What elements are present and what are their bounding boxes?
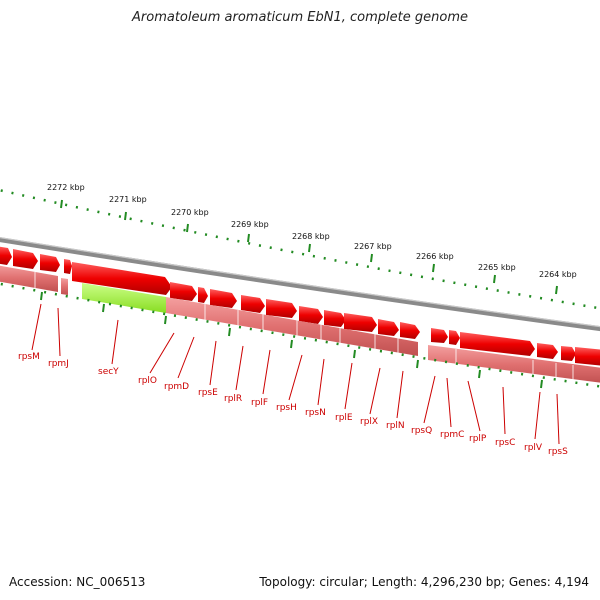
gene-arrow xyxy=(72,262,172,295)
ruler-label-2264: 2264 kbp xyxy=(539,270,577,279)
gene-arrow xyxy=(400,322,420,339)
gene-label-rpsS: rpsS xyxy=(548,447,568,457)
gene-arrow xyxy=(40,254,60,272)
gene-labels: rpsM rpmJ secY rplO rpmD rpsE rplR rplF … xyxy=(18,352,568,457)
gene-label-rpsQ: rpsQ xyxy=(411,426,432,436)
gene-label-rpsH: rpsH xyxy=(276,403,297,413)
gene-label-rplR: rplR xyxy=(224,394,242,404)
gene-label-rpmD: rpmD xyxy=(164,382,189,392)
gene-arrow xyxy=(537,343,558,359)
gene-arrow xyxy=(575,347,600,366)
ruler-label-2268: 2268 kbp xyxy=(292,232,330,241)
gene-arrow xyxy=(561,346,576,361)
gene-arrow xyxy=(170,282,197,301)
ruler-track xyxy=(0,188,600,310)
ruler-major-ticks xyxy=(60,199,558,295)
gene-arrow xyxy=(378,319,399,336)
gene-label-rplP: rplP xyxy=(469,434,487,444)
gene-arrow xyxy=(449,330,460,345)
accession-text: Accession: NC_006513 xyxy=(9,575,146,589)
gene-label-rplX: rplX xyxy=(360,417,378,427)
topology-text: Topology: circular; Length: 4,296,230 bp… xyxy=(259,575,589,589)
gene-arrow xyxy=(344,313,377,332)
ruler-label-2269: 2269 kbp xyxy=(231,220,269,229)
genome-backbone xyxy=(0,237,600,332)
gene-label-rplF: rplF xyxy=(251,398,268,408)
gene-label-rplE: rplE xyxy=(335,413,353,423)
gene-arrow xyxy=(241,295,265,313)
ruler-label-2266: 2266 kbp xyxy=(416,252,454,261)
gene-label-rpmJ: rpmJ xyxy=(48,359,69,369)
gene-label-rplN: rplN xyxy=(386,421,405,431)
map-title: Aromatoleum aromaticum EbN1, complete ge… xyxy=(132,10,468,25)
cds-band xyxy=(0,265,600,383)
gene-arrow xyxy=(266,299,297,318)
gene-arrow xyxy=(460,332,535,356)
ruler-label-2265: 2265 kbp xyxy=(478,263,516,272)
gene-arrow xyxy=(210,289,237,308)
ruler-label-2267: 2267 kbp xyxy=(354,242,392,251)
gene-label-secY: secY xyxy=(98,367,119,377)
gene-label-rplV: rplV xyxy=(524,443,543,453)
gene-label-rpsM: rpsM xyxy=(18,352,40,362)
gene-arrow xyxy=(0,246,12,265)
gene-label-rpsN: rpsN xyxy=(305,408,326,418)
gene-arrow xyxy=(64,259,72,274)
gene-label-rpsE: rpsE xyxy=(198,388,218,398)
cds-band-segment xyxy=(61,278,68,295)
gene-arrow xyxy=(198,287,208,303)
ruler-label-2272: 2272 kbp xyxy=(47,183,85,192)
gene-arrow xyxy=(324,310,346,327)
gene-arrow xyxy=(431,328,448,343)
gene-label-rpmC: rpmC xyxy=(440,430,464,440)
ruler-labels: 2272 kbp 2271 kbp 2270 kbp 2269 kbp 2268… xyxy=(47,183,577,279)
cds-band-segment xyxy=(0,265,58,292)
gene-label-rpsC: rpsC xyxy=(495,438,515,448)
gene-label-rplO: rplO xyxy=(138,376,157,386)
cds-band-segment xyxy=(166,297,418,356)
ruler-label-2270: 2270 kbp xyxy=(171,208,209,217)
gene-arrow xyxy=(299,306,323,324)
gene-leader-lines xyxy=(31,303,560,445)
gene-arrow xyxy=(13,249,38,269)
cds-band-secy xyxy=(82,283,166,313)
lower-ruler-track xyxy=(0,282,600,389)
gene-arrows xyxy=(0,246,600,366)
ruler-label-2271: 2271 kbp xyxy=(109,195,147,204)
cds-band-segment xyxy=(428,345,600,383)
